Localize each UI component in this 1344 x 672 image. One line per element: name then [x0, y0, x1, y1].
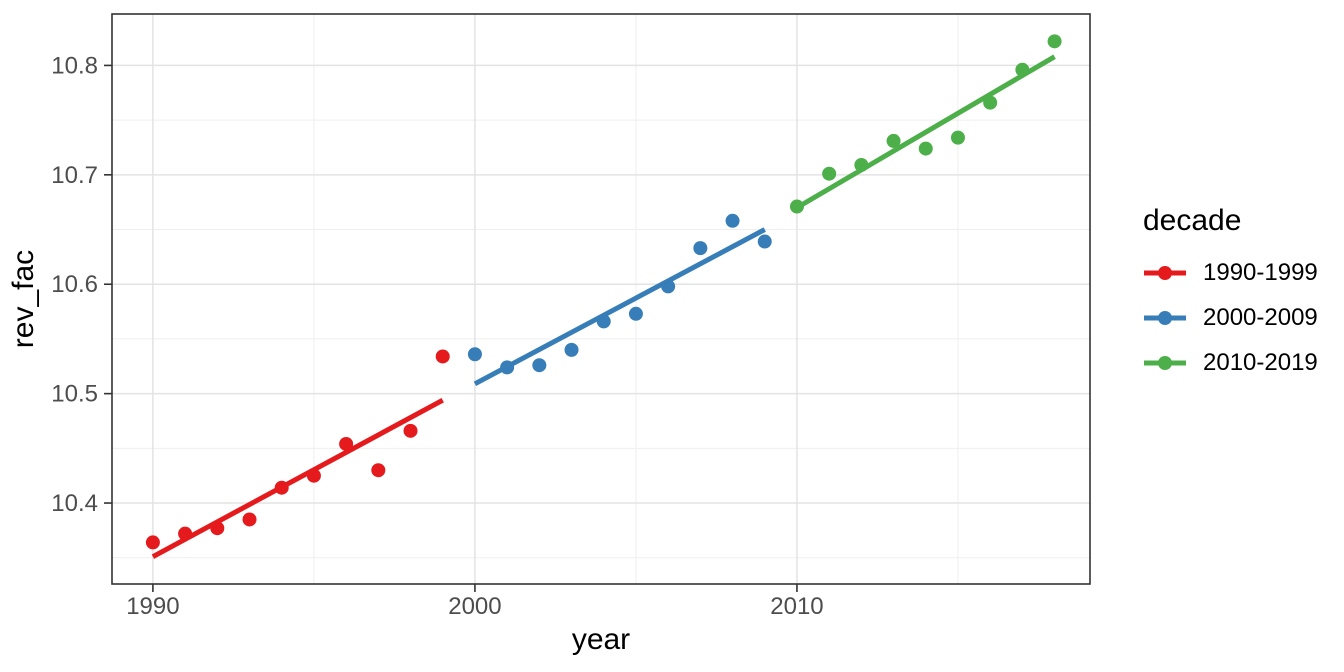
data-point [145, 535, 160, 550]
data-point [242, 512, 257, 527]
x-tick-label: 1990 [126, 593, 179, 620]
legend-key-icon [1144, 355, 1186, 370]
data-point [532, 358, 547, 373]
y-tick-label: 10.4 [51, 490, 98, 517]
legend-entry: 2010-2019 [1143, 340, 1318, 385]
legend-entry-label: 2010-2019 [1203, 348, 1318, 376]
data-point [564, 342, 579, 357]
legend-entries: 1990-1999 2000-2009 2010-2019 [1143, 250, 1318, 385]
trend-line [151, 397, 444, 559]
legend-entry-label: 1990-1999 [1203, 258, 1318, 286]
legend-key-icon [1144, 310, 1186, 325]
data-point [725, 213, 740, 228]
trend-line [795, 54, 1056, 210]
data-point [435, 349, 450, 364]
data-point [886, 133, 901, 148]
data-point [628, 306, 643, 321]
y-axis-title: rev_fac [7, 249, 40, 349]
legend-key-icon [1144, 265, 1186, 280]
panel-border [111, 13, 1091, 585]
data-point [950, 130, 965, 145]
data-point [918, 141, 933, 156]
y-tick-label: 10.7 [51, 162, 98, 189]
data-point [467, 347, 482, 362]
data-point [822, 166, 837, 181]
data-point [371, 463, 386, 478]
x-tick-label: 2010 [770, 593, 823, 620]
data-point [1047, 34, 1062, 49]
y-tick-label: 10.6 [51, 271, 98, 298]
data-point [339, 436, 354, 451]
data-point [693, 241, 708, 256]
data-point [403, 423, 418, 438]
x-axis-title: year [571, 623, 631, 656]
legend-entry: 2000-2009 [1143, 295, 1318, 340]
trend-line [473, 227, 766, 386]
y-tick-label: 10.8 [51, 52, 98, 79]
legend-entry-label: 2000-2009 [1203, 303, 1318, 331]
legend: decade 1990-1999 2000-2009 2010-2019 [1143, 204, 1318, 385]
data-point [757, 234, 772, 249]
legend-entry: 1990-1999 [1143, 250, 1318, 295]
x-tick-label: 2000 [448, 593, 501, 620]
legend-title: decade [1143, 204, 1242, 237]
y-tick-label: 10.5 [51, 381, 98, 408]
